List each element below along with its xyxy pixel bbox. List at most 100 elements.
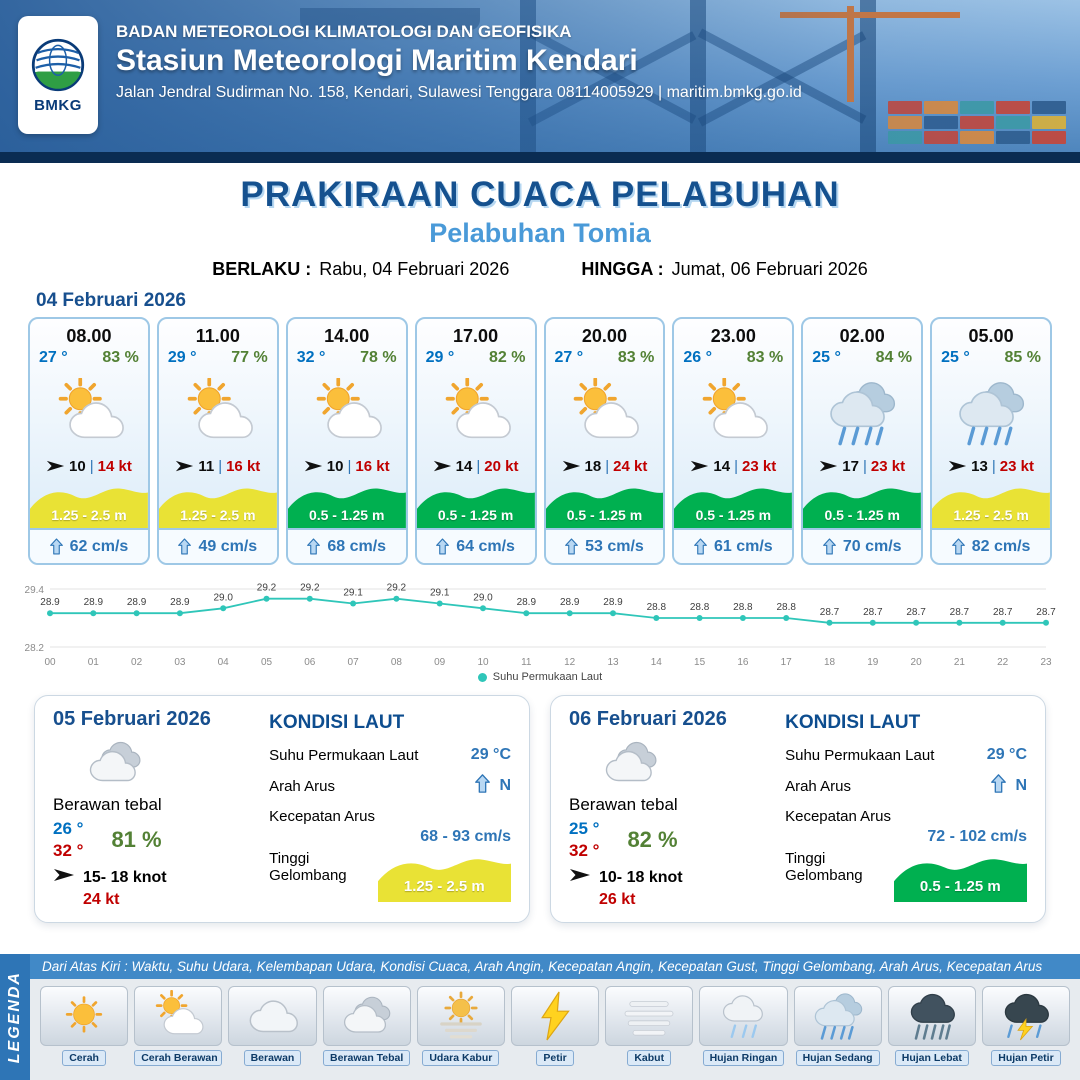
- svg-text:28.8: 28.8: [776, 602, 796, 613]
- current-speed: 64 cm/s: [456, 537, 515, 555]
- hujan-lebat-icon: [887, 986, 976, 1046]
- gust-speed: 23 kt: [999, 458, 1034, 475]
- temp-min: 26 °: [53, 819, 84, 838]
- wave-height-band: 1.25 - 2.5 m: [932, 480, 1050, 528]
- weather-icon: [417, 367, 535, 458]
- header-banner: BMKG BADAN METEOROLOGI KLIMATOLOGI DAN G…: [0, 0, 1080, 152]
- kabut-icon: [605, 986, 694, 1046]
- wind-direction-icon: [53, 868, 75, 887]
- svg-text:05: 05: [261, 657, 273, 668]
- current-speed-label: Kecepatan Arus: [269, 808, 376, 825]
- wind-direction-icon: [433, 460, 452, 472]
- current-speed: 68 cm/s: [327, 537, 387, 555]
- legend-item: Hujan Petir: [981, 986, 1071, 1074]
- air-temperature: 32 °: [296, 349, 326, 366]
- separator: |: [734, 458, 738, 475]
- air-temperature: 25 °: [941, 349, 970, 366]
- wind-row: 17 | 23 kt: [803, 458, 921, 480]
- current-row: 82 cm/s: [932, 528, 1050, 563]
- svg-text:28.9: 28.9: [560, 597, 580, 608]
- temp-humidity-row: 29 ° 82 %: [417, 347, 535, 367]
- svg-text:28.9: 28.9: [40, 597, 60, 608]
- separator: |: [218, 458, 223, 475]
- sst-label: Suhu Permukaan Laut: [785, 746, 935, 764]
- daily-date: 05 Februari 2026: [53, 708, 211, 730]
- legend-item: Hujan Sedang: [793, 986, 882, 1074]
- legend-item: Petir: [510, 986, 600, 1074]
- wind-row: 18 | 24 kt: [546, 458, 664, 480]
- daily-wind-range: 15- 18 knot: [83, 868, 167, 886]
- header-overlay: [0, 0, 1080, 152]
- gust-speed: 20 kt: [484, 458, 519, 475]
- separator: |: [89, 458, 94, 475]
- svg-text:06: 06: [304, 657, 316, 668]
- udara-kabur-icon: [416, 986, 505, 1046]
- current-direction-icon: [436, 538, 450, 555]
- legend-items: Cerah Cerah Berawan Berawan Berawan Tebal Ud…: [30, 979, 1080, 1080]
- wind-speed: 10: [326, 458, 344, 475]
- humidity: 83 %: [617, 349, 655, 366]
- air-temperature: 29 °: [425, 349, 455, 366]
- page-title: PRAKIRAAN CUACA PELABUHAN: [240, 175, 840, 214]
- sea-conditions-title: KONDISI LAUT: [785, 712, 921, 733]
- legend-item: Kabut: [605, 986, 694, 1074]
- current-speed: 70 cm/s: [842, 537, 902, 555]
- current-row: 68 cm/s: [287, 528, 406, 563]
- temp-humidity-row: 32 ° 78 %: [288, 347, 406, 367]
- wind-direction-icon: [690, 460, 709, 472]
- weather-icon: [288, 367, 406, 458]
- gust-speed: 23 kt: [870, 458, 906, 475]
- hourly-forecast-row: 08.00 27 ° 83 % 10 | 14 kt 1.25 - 2.5 m …: [0, 317, 1080, 565]
- wind-speed: 17: [842, 458, 859, 475]
- wind-direction-icon: [569, 868, 591, 887]
- daily-gust: 24 kt: [83, 891, 120, 908]
- temp-humidity-row: 27 ° 83 %: [30, 347, 148, 367]
- legend-section: LEGENDA Dari Atas Kiri : Waktu, Suhu Uda…: [0, 954, 1080, 1080]
- chart-legend-label: Suhu Permukaan Laut: [492, 671, 603, 683]
- svg-text:28.9: 28.9: [603, 597, 623, 608]
- temp-humidity-row: 26 ° 83 %: [674, 347, 792, 367]
- wave-shape: [893, 850, 1027, 902]
- svg-text:04: 04: [218, 657, 230, 668]
- current-speed: 53 cm/s: [585, 537, 644, 555]
- forecast-time: 02.00: [839, 326, 885, 346]
- wind-row: 10 | 16 kt: [288, 458, 406, 480]
- svg-text:02: 02: [131, 657, 143, 668]
- current-row: 61 cm/s: [674, 528, 793, 563]
- berawan-tebal-icon: [322, 986, 411, 1046]
- sst-row: Suhu Permukaan Laut 29 °C: [269, 746, 511, 764]
- current-speed: 49 cm/s: [198, 537, 258, 555]
- humidity: 82 %: [489, 349, 526, 366]
- daily-wind-row: 10- 18 knot: [569, 868, 775, 887]
- wave-height-label: Tinggi Gelombang: [785, 850, 863, 884]
- wind-row: 14 | 23 kt: [674, 458, 792, 480]
- legend-item: Hujan Lebat: [887, 986, 976, 1074]
- daily-condition: Berawan tebal: [569, 795, 678, 814]
- port-name: Pelabuhan Tomia: [429, 218, 651, 248]
- cerah-icon: [40, 986, 129, 1046]
- svg-text:28.8: 28.8: [647, 602, 667, 613]
- station-name: Stasiun Meteorologi Maritim Kendari: [116, 44, 638, 77]
- current-direction-icon: [822, 538, 836, 555]
- current-direction-icon: [694, 538, 707, 555]
- air-temperature: 29 °: [167, 349, 197, 366]
- temp-min: 25 °: [569, 819, 600, 838]
- current-direction-row: Arah Arus N: [785, 774, 1027, 798]
- forecast-card: 08.00 27 ° 83 % 10 | 14 kt 1.25 - 2.5 m …: [28, 317, 150, 565]
- wave-shape: [30, 480, 148, 528]
- current-speed-row: Kecepatan Arus: [785, 808, 1027, 825]
- wind-row: 13 | 23 kt: [932, 458, 1050, 480]
- weather-icon: [546, 367, 664, 458]
- current-direction-label: Arah Arus: [269, 777, 335, 795]
- wave-height: 0.5 - 1.25 m: [695, 507, 772, 523]
- wind-speed: 10: [69, 458, 86, 475]
- gust-speed: 24 kt: [613, 458, 648, 475]
- wind-speed: 14: [455, 458, 473, 475]
- svg-text:22: 22: [997, 657, 1009, 668]
- legend-label: Berawan: [243, 1050, 302, 1066]
- sst-line-chart: 29.4 28.2 28.9 00 28.9 01 28.9 02 28.9 03 29.0 04 29…: [25, 583, 1057, 668]
- forecast-time: 14.00: [324, 326, 370, 346]
- weather-icon: [30, 367, 148, 458]
- station-address: Jalan Jendral Sudirman No. 158, Kendari,…: [116, 84, 802, 101]
- current-speed: 61 cm/s: [713, 537, 773, 555]
